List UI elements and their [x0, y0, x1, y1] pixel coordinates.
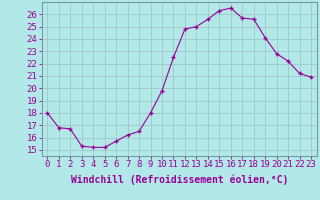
X-axis label: Windchill (Refroidissement éolien,°C): Windchill (Refroidissement éolien,°C)	[70, 175, 288, 185]
